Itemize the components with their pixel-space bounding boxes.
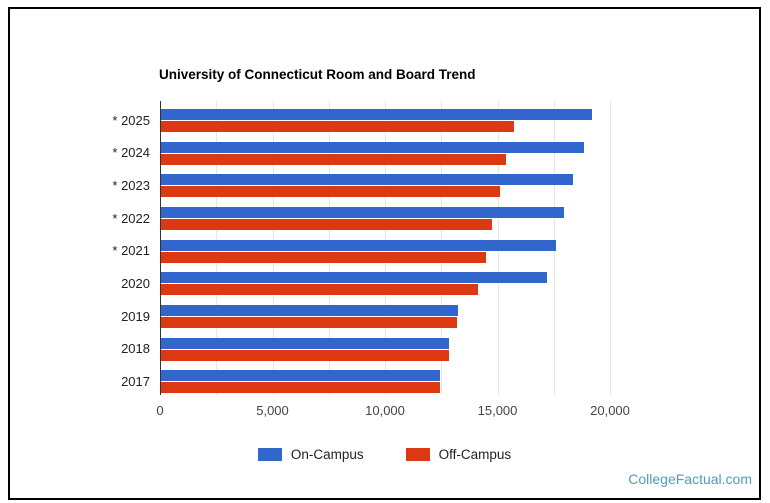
bar-off-campus--2024 bbox=[161, 153, 507, 165]
y-axis-label--2021: * 2021 bbox=[112, 243, 150, 259]
legend-item-off-campus: Off-Campus bbox=[405, 447, 512, 462]
bar-on-campus--2023 bbox=[161, 174, 573, 186]
bar-on-campus-2020 bbox=[161, 272, 547, 284]
bar-on-campus-2019 bbox=[161, 305, 458, 316]
bar-on-campus-2017 bbox=[161, 370, 440, 382]
y-axis-label-2019: 2019 bbox=[121, 308, 150, 324]
y-axis-line bbox=[160, 101, 161, 395]
y-axis-label-2018: 2018 bbox=[121, 341, 150, 357]
bar-off-campus-2017 bbox=[161, 382, 440, 394]
bar-off-campus-2019 bbox=[161, 317, 457, 328]
legend-label-off-campus: Off-Campus bbox=[438, 447, 512, 462]
bar-on-campus--2021 bbox=[161, 239, 556, 251]
chart-frame: University of Connecticut Room and Board… bbox=[8, 7, 761, 500]
x-axis-label-0: 0 bbox=[156, 403, 164, 418]
bar-off-campus-2018 bbox=[161, 349, 449, 361]
bar-off-campus--2025 bbox=[161, 121, 515, 132]
y-axis-label-2017: 2017 bbox=[121, 373, 150, 389]
y-axis-label--2025: * 2025 bbox=[112, 112, 150, 128]
x-axis-label-20-000: 20,000 bbox=[590, 403, 630, 418]
x-axis-label-15-000: 15,000 bbox=[477, 403, 518, 418]
watermark-link[interactable]: CollegeFactual.com bbox=[628, 471, 752, 487]
x-axis-label-5-000: 5,000 bbox=[256, 403, 289, 418]
bar-off-campus--2022 bbox=[161, 219, 492, 230]
bar-on-campus-2018 bbox=[161, 337, 449, 349]
legend-swatch-off-campus bbox=[405, 448, 430, 461]
x-axis-label-10-000: 10,000 bbox=[365, 403, 405, 418]
bar-off-campus--2021 bbox=[161, 251, 487, 263]
bar-off-campus-2020 bbox=[161, 284, 479, 296]
bar-off-campus--2023 bbox=[161, 186, 500, 198]
y-axis-label-2020: 2020 bbox=[121, 275, 150, 291]
y-axis-label--2023: * 2023 bbox=[112, 177, 150, 193]
plot-area bbox=[160, 101, 611, 395]
y-axis-label--2022: * 2022 bbox=[112, 210, 150, 226]
chart-legend: On-Campus Off-Campus bbox=[10, 447, 759, 462]
gridline bbox=[610, 101, 611, 395]
legend-label-on-campus: On-Campus bbox=[290, 447, 364, 462]
bar-on-campus--2024 bbox=[161, 141, 584, 153]
legend-item-on-campus: On-Campus bbox=[257, 447, 364, 462]
legend-swatch-on-campus bbox=[257, 448, 282, 461]
y-axis-label--2024: * 2024 bbox=[112, 145, 150, 161]
chart-title: University of Connecticut Room and Board… bbox=[159, 67, 476, 82]
bar-on-campus--2025 bbox=[161, 109, 592, 120]
bar-on-campus--2022 bbox=[161, 207, 564, 218]
